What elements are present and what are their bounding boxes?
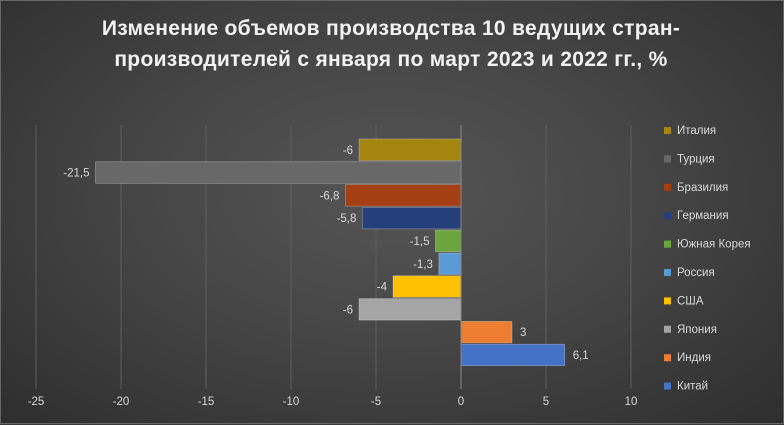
x-tick-label: 0 (458, 396, 464, 408)
legend-swatch (664, 269, 671, 276)
data-label: -21,5 (63, 168, 89, 180)
x-tick-label: -25 (28, 396, 45, 408)
legend-label: Китай (677, 381, 708, 393)
legend-label: Япония (677, 324, 717, 336)
bar-4 (362, 207, 462, 230)
bar-5 (435, 229, 462, 252)
x-tick-label: -10 (283, 396, 300, 408)
legend-label: Италия (677, 125, 716, 137)
bar-9 (460, 321, 513, 344)
bar-8 (358, 298, 462, 321)
x-tick-label: 5 (543, 396, 549, 408)
data-label: 3 (520, 327, 526, 339)
x-tick-label: -5 (371, 396, 381, 408)
chart-title: Изменение объемов производства 10 ведущи… (101, 17, 681, 71)
legend-swatch (664, 297, 671, 305)
data-label: -1,5 (410, 236, 430, 248)
legend-label: США (677, 295, 704, 307)
legend-swatch (664, 212, 671, 220)
bar-7 (392, 275, 462, 298)
bar-1 (358, 138, 462, 161)
data-label: -1,3 (413, 259, 433, 271)
legend-swatch (664, 155, 671, 163)
data-label: -6 (343, 145, 353, 157)
data-label: 6,1 (573, 350, 589, 362)
legend-label: Южная Корея (677, 239, 751, 251)
legend-swatch (664, 127, 671, 134)
bar-3 (345, 184, 462, 207)
legend-label: Россия (677, 267, 715, 279)
legend-swatch (664, 325, 671, 333)
legend-swatch (664, 382, 671, 390)
data-label: -6,8 (320, 190, 340, 202)
legend-swatch (664, 354, 671, 362)
bar-2 (95, 161, 462, 184)
x-tick-label: -20 (113, 396, 130, 408)
x-tick-label: -15 (198, 396, 215, 408)
legend-label: Турция (677, 153, 715, 165)
bar-6 (438, 252, 462, 275)
legend-label: Германия (677, 210, 729, 222)
data-label: -6 (343, 304, 353, 316)
legend-swatch (664, 240, 671, 248)
legend-swatch (664, 183, 671, 191)
data-label: -5,8 (337, 213, 357, 225)
x-tick-label: 10 (625, 396, 638, 408)
legend-label: Индия (677, 352, 711, 364)
data-label: -4 (377, 282, 388, 294)
bar-10 (460, 343, 565, 367)
legend-label: Бразилия (677, 182, 728, 194)
